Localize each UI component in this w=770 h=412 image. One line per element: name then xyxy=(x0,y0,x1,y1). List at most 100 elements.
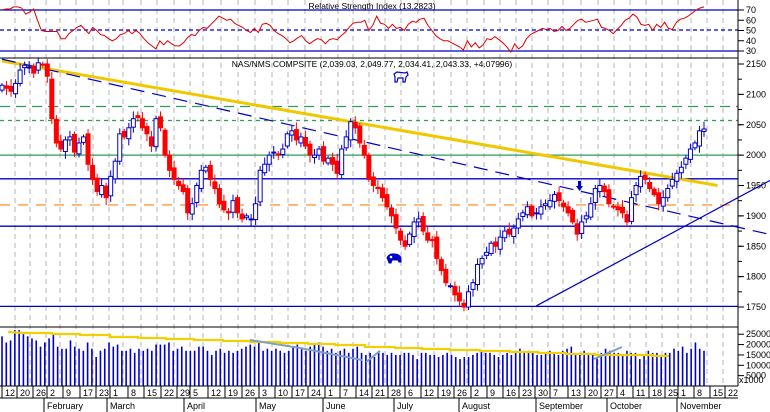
date-label: 2 xyxy=(50,388,55,398)
candle-down xyxy=(352,121,358,129)
date-label: 22 xyxy=(728,388,738,398)
candle-up xyxy=(547,200,553,208)
candle-down xyxy=(388,207,394,217)
candle-down xyxy=(452,285,458,296)
candle-up xyxy=(511,227,517,238)
candle-down xyxy=(610,205,616,208)
candle-down xyxy=(398,230,404,241)
candle-up xyxy=(316,148,322,156)
candle-down xyxy=(135,115,141,118)
month-label: October xyxy=(610,401,642,411)
volume-scale-label: x1000 xyxy=(739,375,764,385)
candle-up xyxy=(579,221,585,234)
down-arrow-icon xyxy=(576,181,583,191)
candle-down xyxy=(85,133,91,165)
candle-up xyxy=(298,136,304,144)
candle-down xyxy=(144,126,150,135)
candle-down xyxy=(565,206,571,214)
month-label: November xyxy=(680,401,722,411)
candle-down xyxy=(642,174,648,180)
date-label: 4 xyxy=(620,388,625,398)
candle-up xyxy=(692,142,698,149)
candle-up xyxy=(479,257,485,265)
date-label: 15 xyxy=(147,388,157,398)
price-axis-label: 2050 xyxy=(746,120,766,130)
month-label: February xyxy=(47,401,84,411)
volume-axis-label: 5000 xyxy=(746,371,766,381)
date-label: 15 xyxy=(713,388,723,398)
candle-down xyxy=(121,130,127,138)
candle-up xyxy=(0,84,5,91)
candle-down xyxy=(302,137,308,147)
candle-down xyxy=(49,78,55,120)
candle-up xyxy=(465,291,471,308)
date-label: 21 xyxy=(375,388,385,398)
candle-up xyxy=(660,197,666,207)
candle-down xyxy=(58,140,64,150)
candle-up xyxy=(701,128,707,132)
candle-down xyxy=(420,215,426,232)
candle-up xyxy=(289,130,295,136)
candle-up xyxy=(253,203,259,221)
date-label: 14 xyxy=(359,388,369,398)
candle-down xyxy=(221,200,227,211)
candle-down xyxy=(307,143,313,156)
candle-down xyxy=(8,85,14,92)
candle-down xyxy=(570,209,576,223)
candle-up xyxy=(35,62,41,71)
month-label: August xyxy=(462,401,491,411)
candle-down xyxy=(90,164,96,180)
month-label: May xyxy=(259,401,277,411)
candle-down xyxy=(167,154,173,171)
candle-down xyxy=(235,197,241,214)
month-label: March xyxy=(110,401,135,411)
candle-up xyxy=(502,230,508,239)
blue-dashed-downtrend-line xyxy=(1,58,770,236)
candle-down xyxy=(31,65,37,74)
grid-lines xyxy=(14,0,739,386)
candle-up xyxy=(343,136,349,149)
date-label: 28 xyxy=(391,388,401,398)
candle-down xyxy=(456,292,462,302)
candle-up xyxy=(108,175,114,197)
date-label: 12 xyxy=(424,388,434,398)
candle-down xyxy=(330,157,336,165)
candle-up xyxy=(669,178,675,187)
date-label: 22 xyxy=(164,388,174,398)
rsi-axis-label: 60 xyxy=(746,15,756,25)
candle-down xyxy=(379,187,385,199)
bull-icon xyxy=(393,71,409,83)
date-label: 5 xyxy=(193,388,198,398)
candle-down xyxy=(361,144,367,156)
candle-up xyxy=(583,215,589,220)
price-axis-label: 2150 xyxy=(746,59,766,69)
date-label: 1 xyxy=(328,388,333,398)
candle-down xyxy=(434,236,440,259)
candle-down xyxy=(561,202,567,208)
candle-up xyxy=(112,160,118,180)
candle-up xyxy=(325,157,331,164)
month-label: September xyxy=(539,401,583,411)
candle-down xyxy=(275,153,281,156)
candle-up xyxy=(26,66,32,69)
price-title: NAS/NMS COMPSITE (2,039.03, 2,049.77, 2,… xyxy=(232,59,513,69)
candle-up xyxy=(130,118,136,128)
candle-down xyxy=(94,177,100,193)
candle-up xyxy=(524,206,530,216)
candle-up xyxy=(407,233,413,245)
rsi-axis-label: 50 xyxy=(746,26,756,36)
month-label: April xyxy=(187,401,205,411)
candle-up xyxy=(17,69,23,84)
rsi-panel: Relative Strength Index (13.2823) xyxy=(0,1,738,53)
candle-down xyxy=(615,206,621,211)
volume-panel xyxy=(1,330,705,386)
date-label: 27 xyxy=(604,388,614,398)
date-label: 12 xyxy=(211,388,221,398)
candle-down xyxy=(321,146,327,162)
candle-down xyxy=(574,223,580,235)
candle-up xyxy=(62,139,68,152)
candle-up xyxy=(520,212,526,217)
candle-down xyxy=(139,118,145,129)
candle-down xyxy=(293,129,299,141)
candle-up xyxy=(683,157,689,165)
